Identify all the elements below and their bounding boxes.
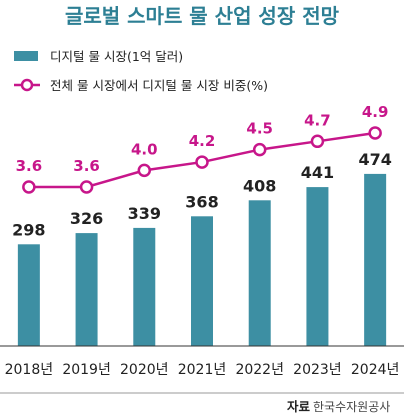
x-tick-label: 2024년 <box>351 362 400 378</box>
bar <box>133 227 156 346</box>
bar <box>248 200 271 346</box>
x-tick-label: 2020년 <box>120 362 169 378</box>
line-value-label: 4.5 <box>246 120 273 138</box>
x-tick-label: 2018년 <box>5 362 54 378</box>
source-label: 자료 <box>287 399 311 414</box>
bar-value-label: 298 <box>12 220 45 239</box>
bar-value-label: 326 <box>70 209 103 228</box>
line-value-label: 3.6 <box>16 157 43 175</box>
bar <box>191 216 213 346</box>
legend: 디지털 물 시장(1억 달러) 전체 물 시장에서 디지털 물 시장 비중(%) <box>14 49 268 93</box>
line-value-label: 4.7 <box>304 111 331 129</box>
x-axis: 2018년 2019년 2020년 2021년 2022년 2023년 2024년 <box>0 345 404 394</box>
line-point <box>252 142 267 157</box>
legend-bar-swatch <box>14 51 38 61</box>
legend-line-marker <box>20 78 34 92</box>
bar <box>75 233 98 346</box>
bar-value-label: 368 <box>185 192 218 211</box>
bar-value-label: 474 <box>358 150 391 169</box>
line-point <box>368 126 382 140</box>
bar <box>306 187 329 346</box>
x-tick-label: 2019년 <box>62 362 111 378</box>
line-value-label: 4.2 <box>189 132 216 150</box>
x-tick-label: 2021년 <box>178 362 227 378</box>
bar <box>17 244 40 346</box>
line-value-label: 4.9 <box>362 103 389 121</box>
legend-line-label: 전체 물 시장에서 디지털 물 시장 비중(%) <box>50 78 268 93</box>
bar-series: 298 326 339 368 408 441 474 <box>12 150 392 346</box>
line-value-label: 4.0 <box>131 140 158 158</box>
bar <box>364 173 387 346</box>
chart-title: 글로벌 스마트 물 산업 성장 전망 <box>65 4 340 28</box>
bar-value-label: 441 <box>301 163 334 182</box>
line-point <box>79 180 94 194</box>
bar-value-label: 408 <box>243 176 276 195</box>
line-series: 3.6 3.6 4.0 4.2 4.5 4.7 4.9 <box>16 103 389 194</box>
line-point <box>195 155 209 169</box>
legend-bar-label: 디지털 물 시장(1억 달러) <box>50 49 183 64</box>
x-tick-label: 2022년 <box>235 362 284 378</box>
x-tick-label: 2023년 <box>293 362 342 378</box>
line-point <box>22 180 36 194</box>
source-text: 한국수자원공사 <box>313 400 390 414</box>
bar-value-label: 339 <box>128 204 161 223</box>
line-value-label: 3.6 <box>73 157 100 175</box>
line-point <box>310 134 325 149</box>
line-point <box>137 163 152 178</box>
